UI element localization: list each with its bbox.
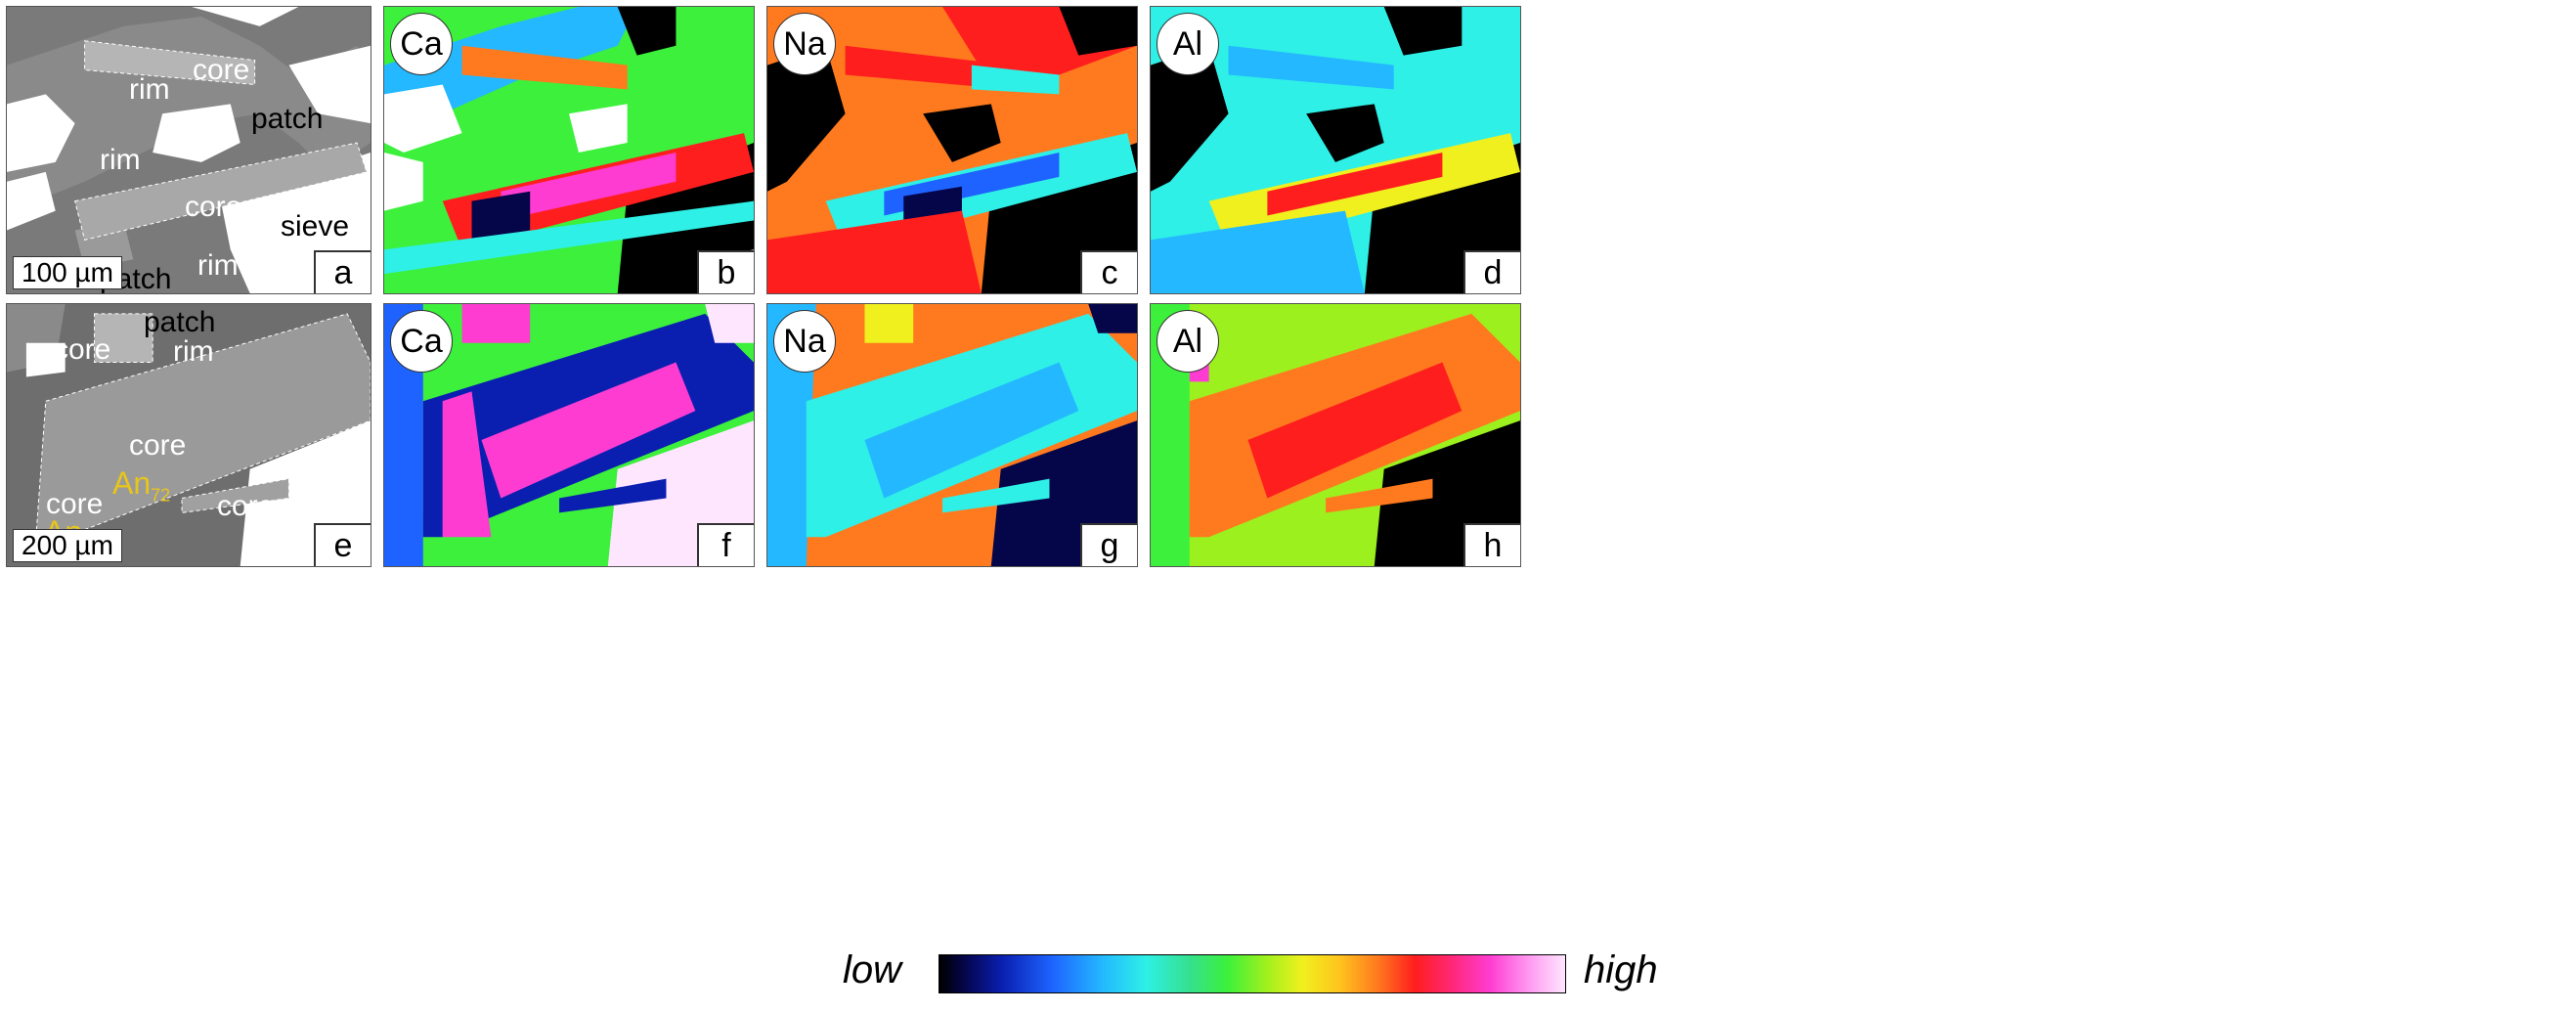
label-rim: rim — [129, 73, 170, 106]
element-label-al: Al — [1157, 13, 1219, 75]
colorbar-gradient — [939, 954, 1566, 993]
scale-bar-label: 100 µm — [22, 257, 113, 287]
label-core: core — [217, 490, 275, 522]
panel-a-bse: core rim rim core rim patch sieve patch … — [6, 6, 371, 294]
scale-bar: 200 µm — [13, 529, 122, 562]
label-rim: rim — [100, 144, 141, 176]
label-rim: rim — [197, 249, 239, 282]
label-core: core — [185, 191, 242, 223]
scale-bar: 100 µm — [13, 256, 122, 289]
na-map-c — [767, 7, 1137, 293]
panel-letter: h — [1463, 523, 1520, 566]
colorbar-legend: low high — [0, 948, 2576, 1013]
label-patch: patch — [144, 306, 216, 338]
panel-letter: a — [314, 250, 371, 293]
panel-f-ca-map: Ca f — [383, 303, 755, 567]
element-label-na: Na — [773, 310, 836, 373]
panel-d-al-map: Al d — [1150, 6, 1521, 294]
panel-g-na-map: Na g — [766, 303, 1138, 567]
panel-letter: e — [314, 523, 371, 566]
element-label-ca: Ca — [390, 310, 453, 373]
panel-letter: f — [697, 523, 754, 566]
panel-h-al-map: Al h — [1150, 303, 1521, 567]
label-core: core — [193, 54, 250, 86]
panel-letter: d — [1463, 250, 1520, 293]
element-label-na: Na — [773, 13, 836, 75]
colorbar-low-label: low — [843, 948, 902, 991]
colorbar-high-label: high — [1584, 948, 1658, 991]
element-label-al: Al — [1157, 310, 1219, 373]
panel-e-bse: core patch rim core core core rim An72 A… — [6, 303, 371, 567]
label-core: core — [54, 333, 111, 366]
panel-b-ca-map: Ca b — [383, 6, 755, 294]
label-sieve: sieve — [281, 210, 350, 242]
label-an72: An72 — [112, 465, 171, 506]
al-map-h — [1151, 304, 1520, 566]
label-core: core — [129, 429, 187, 462]
label-patch: patch — [251, 103, 324, 135]
label-core: core — [46, 488, 104, 520]
panel-letter: b — [697, 250, 754, 293]
bse-image-a — [7, 7, 371, 293]
scale-bar-label: 200 µm — [22, 530, 113, 560]
panel-letter: g — [1080, 523, 1137, 566]
element-label-ca: Ca — [390, 13, 453, 75]
label-rim: rim — [173, 335, 214, 368]
panel-c-na-map: Na c — [766, 6, 1138, 294]
panel-letter: c — [1080, 250, 1137, 293]
